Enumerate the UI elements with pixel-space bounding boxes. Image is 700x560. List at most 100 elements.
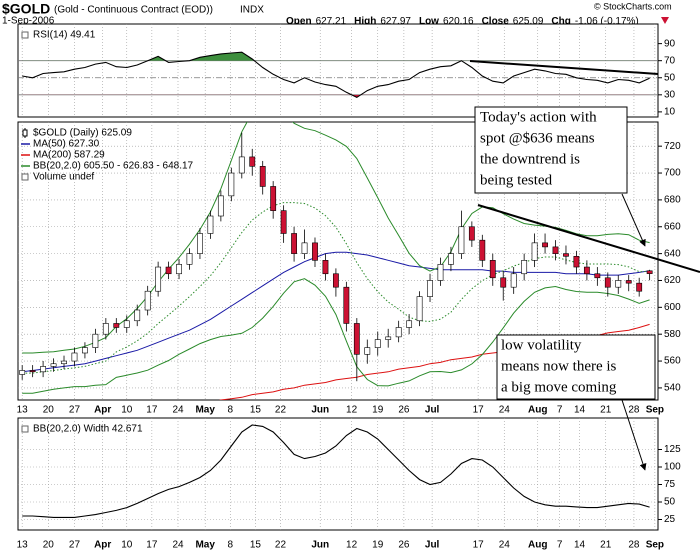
candle-body <box>197 233 203 254</box>
candle-body <box>563 253 569 257</box>
candle-body <box>343 286 350 324</box>
x-tick-label: 19 <box>372 405 384 416</box>
x-tick-label: 13 <box>17 405 29 416</box>
quote-value: 620.16 <box>443 16 474 27</box>
price-trendline <box>477 204 700 273</box>
level-fill <box>147 52 255 61</box>
y-tick-label: 75 <box>664 479 676 490</box>
legend-label: $GOLD (Daily) 625.09 <box>33 128 132 139</box>
x-tick-label: 22 <box>275 405 287 416</box>
candle-body <box>217 195 224 217</box>
quote-value: 627.21 <box>316 16 347 27</box>
candle-body <box>395 327 402 338</box>
legend-icon <box>21 425 29 433</box>
x-tick-label: 24 <box>499 405 511 416</box>
candle-body <box>61 360 67 365</box>
x-tick-label: 28 <box>628 540 640 551</box>
quote-value: 625.09 <box>513 16 544 27</box>
candle-body <box>437 264 444 281</box>
quote: Open 627.21 High 627.97 Low 620.16 Close 625.09… <box>286 16 639 27</box>
x-tick-label: 15 <box>250 405 262 416</box>
legend-label: MA(200) 587.29 <box>33 150 105 161</box>
legend-label: RSI(14) 49.41 <box>33 30 96 41</box>
x-tick-label: Apr <box>94 540 111 551</box>
quote-label: Low <box>419 16 439 27</box>
x-tick-label: Jul <box>425 405 440 416</box>
line <box>22 424 650 518</box>
panel <box>17 23 659 118</box>
y-tick-label: 90 <box>664 38 676 49</box>
x-tick-label: 19 <box>372 540 384 551</box>
x-tick-label: 13 <box>17 540 29 551</box>
legend-icon <box>22 129 28 137</box>
x-tick-label: 20 <box>43 405 55 416</box>
annotations: Today's action with spot @$636 means the… <box>469 60 700 471</box>
y-tick-label: 680 <box>664 195 681 206</box>
legend-label: BB(20,2.0) 605.50 - 626.83 - 648.17 <box>33 161 194 172</box>
candle-body <box>427 280 433 297</box>
x-tick-label: 21 <box>600 405 612 416</box>
x-tick-label: Jul <box>425 540 440 551</box>
y-tick-label: 50 <box>664 72 676 83</box>
y-tick-label: 30 <box>664 89 676 100</box>
candle-body <box>594 273 601 279</box>
exchange: INDX <box>240 5 264 16</box>
y-tick-label: 560 <box>664 356 681 367</box>
candle-body <box>468 226 475 241</box>
candle-body <box>228 172 235 197</box>
candle-body <box>332 273 339 288</box>
quote-label: High <box>354 16 376 27</box>
y-tick-label: 25 <box>664 514 676 525</box>
candle-body <box>458 226 465 254</box>
candle-body <box>270 186 277 211</box>
x-tick-label: 14 <box>574 540 586 551</box>
candle-body <box>479 239 486 261</box>
line <box>22 251 650 373</box>
x-tick-label: Sep <box>646 405 664 416</box>
candle-body <box>322 260 329 275</box>
y-tick-label: 720 <box>664 141 681 152</box>
x-tick-label: 28 <box>628 405 640 416</box>
x-tick-label: 8 <box>228 540 234 551</box>
x-tick-label: 24 <box>172 405 184 416</box>
y-tick-label: 580 <box>664 329 681 340</box>
candle-body <box>510 273 517 288</box>
x-tick-label: 17 <box>473 540 485 551</box>
x-tick-label: 24 <box>499 540 511 551</box>
x-tick-label: Jun <box>311 540 329 551</box>
quote-value: 627.97 <box>380 16 411 27</box>
candle-body <box>604 277 611 288</box>
y-tick-label: 660 <box>664 221 681 232</box>
y-tick-label: 620 <box>664 275 681 286</box>
candle-body <box>144 290 151 311</box>
note-text: means now there is <box>501 358 617 374</box>
note-text: the downtrend is <box>480 151 580 167</box>
x-tick-label: Jun <box>311 405 329 416</box>
candle-body <box>406 320 413 328</box>
candle-body <box>280 210 287 234</box>
x-tick-label: 12 <box>346 405 358 416</box>
x-tick-label: 24 <box>172 540 184 551</box>
y-tick-label: 100 <box>664 462 681 473</box>
copyright: © StockCharts.com <box>594 1 672 11</box>
candle-body <box>249 156 256 167</box>
legend-label: Volume undef <box>33 172 94 183</box>
x-tick-label: 10 <box>121 405 133 416</box>
x-tick-label: 15 <box>250 540 262 551</box>
line <box>22 51 650 99</box>
candle-body <box>238 156 245 174</box>
note-text: Today's action with <box>480 109 597 125</box>
candle-body <box>40 366 47 373</box>
quote-label: Open <box>286 16 312 27</box>
candle-body <box>71 352 78 362</box>
x-tick-label: 27 <box>69 540 81 551</box>
x-tick-label: 7 <box>557 405 563 416</box>
candle-body <box>207 215 214 234</box>
x-tick-label: 21 <box>600 540 612 551</box>
legend-icon <box>21 173 29 181</box>
candle-body <box>573 255 580 268</box>
change-down-icon <box>661 17 669 24</box>
y-tick-label: 50 <box>664 497 676 508</box>
